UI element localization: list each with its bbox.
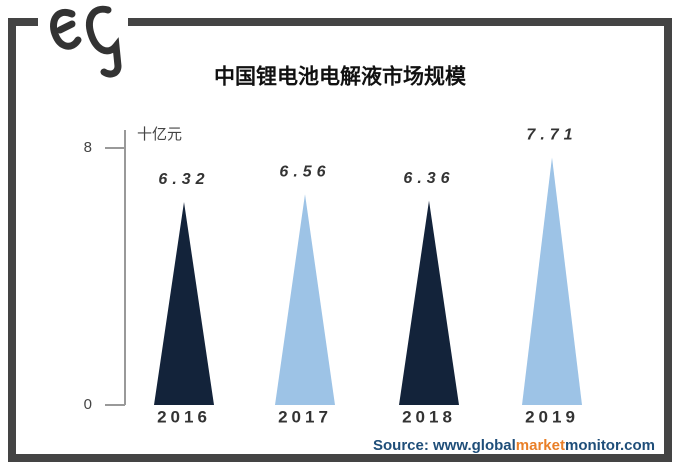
x-tick-label: 2019 xyxy=(525,407,579,426)
source-part: Source: www.global xyxy=(373,437,516,454)
data-label: 6.36 xyxy=(403,170,454,187)
data-label: 7.71 xyxy=(526,127,577,144)
bar xyxy=(154,201,214,405)
bar xyxy=(275,194,335,405)
chart-title: 中国锂电池电解液市场规模 xyxy=(214,65,467,89)
x-tick-label: 2018 xyxy=(402,407,456,426)
x-tick-label: 2017 xyxy=(278,407,332,426)
data-label: 6.32 xyxy=(158,171,209,188)
bar xyxy=(399,200,459,405)
y-tick-label: 8 xyxy=(84,139,92,156)
data-label: 6.56 xyxy=(279,163,330,180)
x-tick-label: 2016 xyxy=(157,407,211,426)
y-unit: 十亿元 xyxy=(137,126,182,143)
y-tick-label: 0 xyxy=(84,396,92,413)
source: Source: www.globalmarketmonitor.com xyxy=(373,437,655,454)
source-part: market xyxy=(516,437,565,454)
frame xyxy=(8,18,672,462)
logo xyxy=(50,5,122,78)
logo-bg xyxy=(38,2,128,80)
source-part: monitor.com xyxy=(565,437,655,454)
bar xyxy=(522,157,582,405)
